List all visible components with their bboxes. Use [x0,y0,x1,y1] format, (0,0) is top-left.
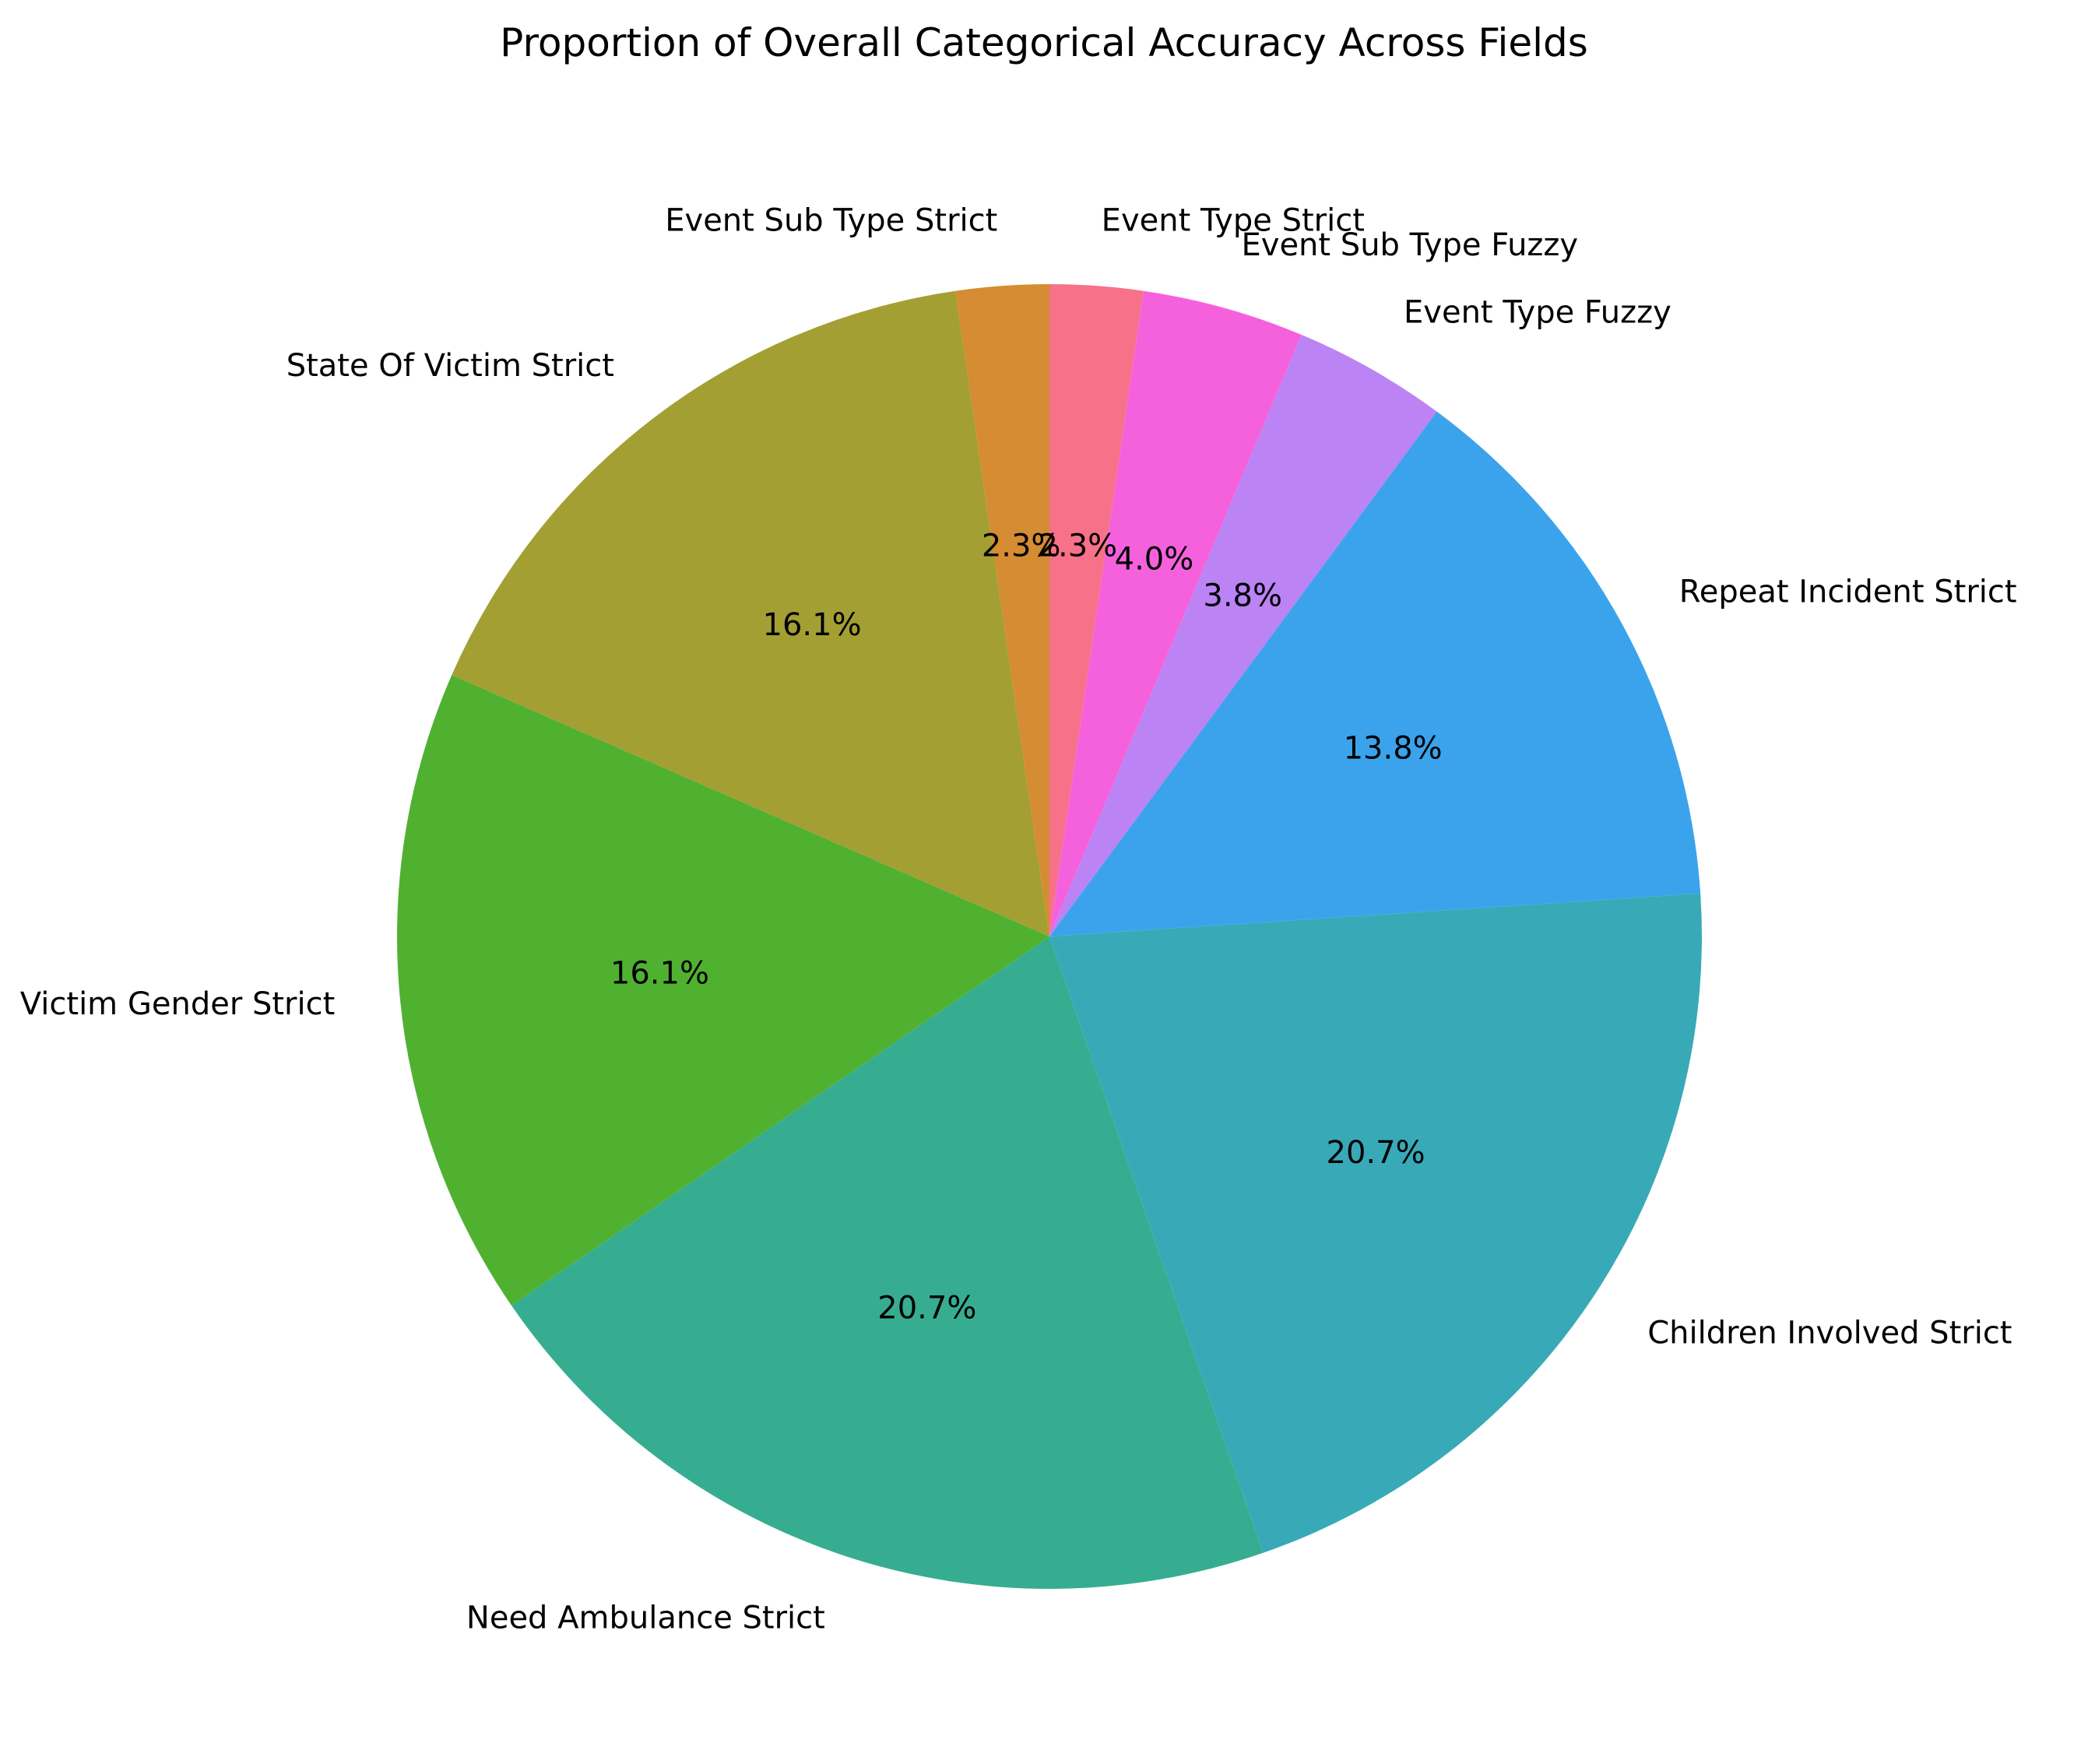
pie-slice-victim-gender-strict [396,675,1049,1306]
slice-percent-label: 20.7% [1327,1135,1425,1171]
pie-slice-event-sub-type-strict [955,284,1049,936]
slice-label: Event Sub Type Fuzzy [1242,227,1579,263]
slice-percent-label: 16.1% [763,607,862,643]
pie-slices [396,284,1703,1589]
slice-label: State Of Victim Strict [286,348,614,384]
slice-percent-label: 3.8% [1203,578,1282,614]
slice-percent-label: 2.3% [1039,529,1118,564]
pie-slice-state-of-victim-strict [452,290,1049,936]
pie-slice-need-ambulance-strict [511,936,1264,1589]
slice-label: Need Ambulance Strict [466,1601,825,1636]
pie-slice-event-type-fuzzy [1049,335,1437,937]
slice-label: Children Involved Strict [1647,1315,2012,1351]
slice-percent-label: 20.7% [877,1291,976,1327]
slice-label: Repeat Incident Strict [1679,575,2017,610]
chart-title: Proportion of Overall Categorical Accura… [500,20,1588,65]
pie-slice-repeat-incident-strict [1049,411,1701,936]
pie-slice-children-involved-strict [1049,893,1703,1553]
pie-slice-event-sub-type-fuzzy [1049,290,1302,936]
pie-slice-event-type-strict [1049,284,1144,936]
slice-label: Event Sub Type Strict [665,203,997,239]
pie-labels: Event Type Strict 2.3% Event Sub Type Fuzz… [20,203,2017,1636]
slice-percent-label: 13.8% [1344,731,1443,767]
slice-label: Victim Gender Strict [20,986,336,1022]
slice-label: Event Type Fuzzy [1404,294,1671,330]
slice-percent-label: 4.0% [1115,542,1194,578]
slice-label: Event Type Strict [1102,203,1365,239]
slice-percent-label: 2.3% [982,529,1061,564]
slice-percent-label: 16.1% [610,955,709,991]
